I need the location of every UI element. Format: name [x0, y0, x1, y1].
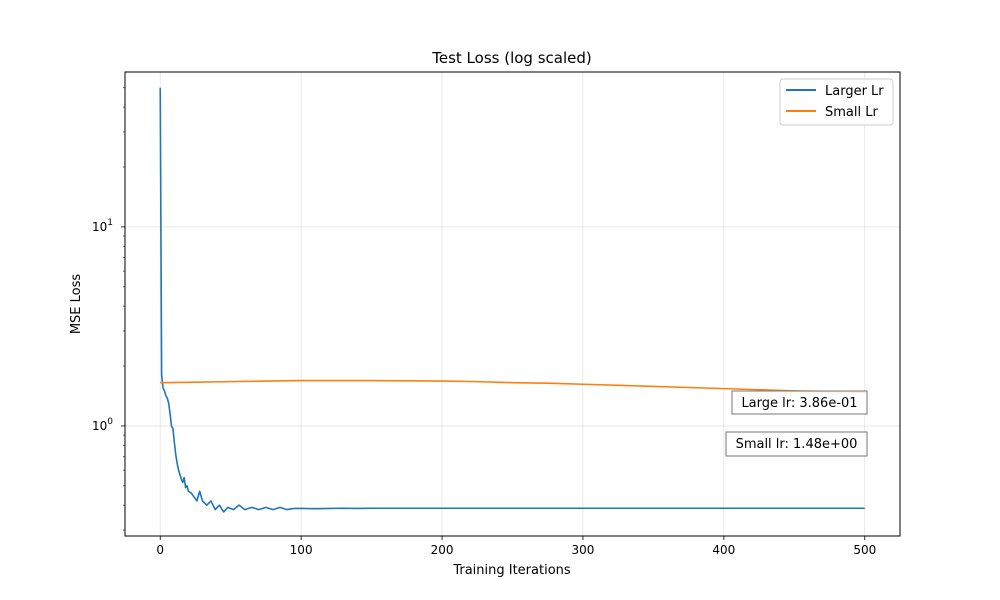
- y-tick-label: 101: [92, 218, 113, 234]
- x-tick-label: 0: [156, 543, 164, 557]
- x-tick-label: 300: [572, 543, 595, 557]
- annotation-box-small-lr: [725, 431, 868, 457]
- x-tick-label: 500: [853, 543, 876, 557]
- annotation-box-large-lr: [731, 390, 868, 415]
- series-line-small-lr: [160, 379, 865, 393]
- annotation-text-small-lr: Small lr: 1.48e+00: [736, 437, 858, 452]
- x-tick-label: 200: [431, 543, 454, 557]
- y-tick-label: 100: [92, 417, 113, 433]
- annotation-large-lr: Large lr: 3.86e-01: [731, 390, 868, 415]
- x-axis-label: Training Iterations: [452, 563, 571, 578]
- chart-title: Test Loss (log scaled): [431, 49, 592, 67]
- grid: [125, 72, 900, 536]
- legend-label-larger-lr: Larger Lr: [825, 84, 884, 99]
- y-axis-ticks: 100 101: [92, 87, 125, 531]
- x-tick-label: 400: [712, 543, 735, 557]
- series-lines: [159, 87, 865, 513]
- legend-label-small-lr: Small Lr: [825, 105, 878, 120]
- x-tick-label: 100: [290, 543, 313, 557]
- annotation-text-large-lr: Large lr: 3.86e-01: [741, 396, 857, 411]
- series-line-larger-lr: [159, 87, 865, 513]
- y-axis-label: MSE Loss: [69, 274, 84, 335]
- annotation-small-lr: Small lr: 1.48e+00: [725, 431, 868, 457]
- x-axis-ticks: 0 100 200 300 400 500: [156, 536, 876, 557]
- legend: Larger Lr Small Lr: [779, 78, 894, 126]
- plot-frame: [124, 71, 901, 537]
